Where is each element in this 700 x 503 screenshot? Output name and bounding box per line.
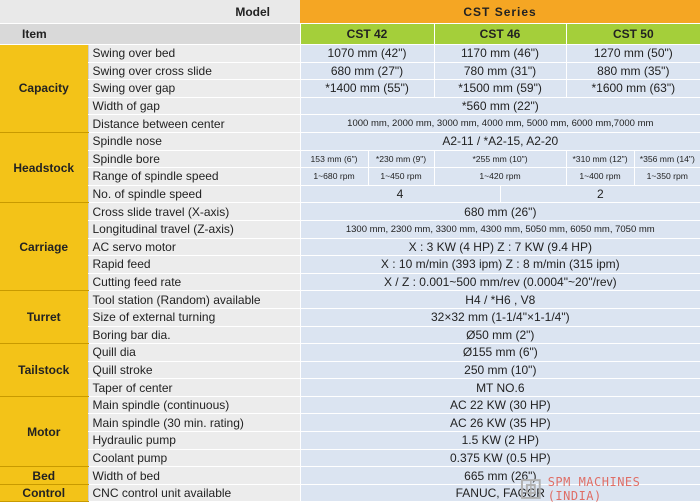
value-cell: 1070 mm (42") xyxy=(299,44,435,63)
value-cell: X / Z : 0.001~500 mm/rev (0.0004"~20"/re… xyxy=(299,273,700,292)
value-cell: AC 26 KW (35 HP) xyxy=(299,413,700,433)
value-cell: 4 xyxy=(299,185,501,204)
row-label: Cross slide travel (X-axis) xyxy=(87,202,301,221)
group-tailstock: Tailstock xyxy=(0,343,88,397)
value-cell: 880 mm (35") xyxy=(565,62,700,81)
value-cell: X : 3 KW (4 HP) Z : 7 KW (9.4 HP) xyxy=(299,238,700,257)
value-cell: A2-11 / *A2-15, A2-20 xyxy=(299,132,700,151)
value-cell: 153 mm (6") xyxy=(299,150,369,169)
value-cell: *230 mm (9") xyxy=(367,150,435,169)
value-cell: 1~400 rpm xyxy=(565,167,635,186)
group-carriage: Carriage xyxy=(0,202,88,292)
model-header: Model xyxy=(0,0,301,24)
row-label: Width of bed xyxy=(87,466,301,485)
group-headstock: Headstock xyxy=(0,132,88,204)
value-cell: 250 mm (10") xyxy=(299,361,700,380)
series-header: CST Series xyxy=(300,0,700,24)
group-capacity: Capacity xyxy=(0,44,88,133)
row-label: Swing over bed xyxy=(87,44,301,63)
value-cell: *560 mm (22") xyxy=(299,97,700,116)
value-cell: 1170 mm (46") xyxy=(433,44,567,63)
value-cell: 665 mm (26") xyxy=(299,466,700,485)
value-cell: 2 xyxy=(499,185,700,204)
row-label: Taper of center xyxy=(87,378,301,397)
row-label: Size of external turning xyxy=(87,308,301,327)
group-bed: Bed xyxy=(0,466,88,485)
row-label: Distance between center xyxy=(87,114,301,133)
model-cst50: CST 50 xyxy=(565,23,700,45)
row-label: Range of spindle speed xyxy=(87,167,301,186)
row-label: Coolant pump xyxy=(87,449,301,468)
value-cell: 1.5 KW (2 HP) xyxy=(299,431,700,450)
row-label: Tool station (Random) available xyxy=(87,290,301,309)
value-cell: 1~420 rpm xyxy=(433,167,567,186)
value-cell: 1300 mm, 2300 mm, 3300 mm, 4300 mm, 5050… xyxy=(299,220,700,239)
value-cell: 1~680 rpm xyxy=(299,167,369,186)
value-cell: *1600 mm (63") xyxy=(565,79,700,98)
row-label: Hydraulic pump xyxy=(87,431,301,450)
row-label: Swing over gap xyxy=(87,79,301,98)
value-cell: *310 mm (12") xyxy=(565,150,635,169)
value-cell: 1~350 rpm xyxy=(633,167,700,186)
group-turret: Turret xyxy=(0,290,88,345)
value-cell: H4 / *H6 , V8 xyxy=(299,290,700,309)
value-cell: 680 mm (27") xyxy=(299,62,435,81)
row-label: Spindle nose xyxy=(87,132,301,151)
group-control: Control xyxy=(0,484,88,503)
row-label: Quill stroke xyxy=(87,361,301,380)
watermark: SPM MACHINES (INDIA) xyxy=(520,475,700,503)
value-cell: MT NO.6 xyxy=(299,378,700,397)
row-label: Main spindle (continuous) xyxy=(87,396,301,415)
value-cell: 680 mm (26") xyxy=(299,202,700,221)
value-cell: 32×32 mm (1-1/4"×1-1/4") xyxy=(299,308,700,327)
value-cell: X : 10 m/min (393 ipm) Z : 8 m/min (315 … xyxy=(299,255,700,274)
row-label: Quill dia xyxy=(87,343,301,362)
model-cst46: CST 46 xyxy=(433,23,567,45)
value-cell: Ø50 mm (2") xyxy=(299,326,700,345)
row-label: Main spindle (30 min. rating) xyxy=(87,413,301,433)
value-cell: 1270 mm (50") xyxy=(565,44,700,63)
value-cell: 1000 mm, 2000 mm, 3000 mm, 4000 mm, 5000… xyxy=(299,114,700,133)
row-label: Cutting feed rate xyxy=(87,273,301,292)
row-label: Swing over cross slide xyxy=(87,62,301,81)
value-cell: 1~450 rpm xyxy=(367,167,435,186)
value-cell: Ø155 mm (6") xyxy=(299,343,700,362)
watermark-text: SPM MACHINES (INDIA) xyxy=(547,475,641,503)
model-cst42: CST 42 xyxy=(299,23,435,45)
value-cell: *356 mm (14") xyxy=(633,150,700,169)
row-label: Rapid feed xyxy=(87,255,301,274)
value-cell: AC 22 KW (30 HP) xyxy=(299,396,700,415)
spm-logo-icon xyxy=(520,479,541,499)
row-label: Boring bar dia. xyxy=(87,326,301,345)
value-cell: 0.375 KW (0.5 HP) xyxy=(299,449,700,468)
row-label: No. of spindle speed xyxy=(87,185,301,204)
row-label: AC servo motor xyxy=(87,238,301,257)
row-label: Longitudinal travel (Z-axis) xyxy=(87,220,301,239)
row-label: Spindle bore xyxy=(87,150,301,169)
row-label: CNC control unit available xyxy=(87,484,301,503)
value-cell: *1400 mm (55") xyxy=(299,79,435,98)
value-cell: *1500 mm (59") xyxy=(433,79,567,98)
value-cell: 780 mm (31") xyxy=(433,62,567,81)
row-label: Width of gap xyxy=(87,97,301,116)
group-motor: Motor xyxy=(0,396,88,468)
item-header: Item xyxy=(0,23,301,45)
value-cell: *255 mm (10") xyxy=(433,150,567,169)
